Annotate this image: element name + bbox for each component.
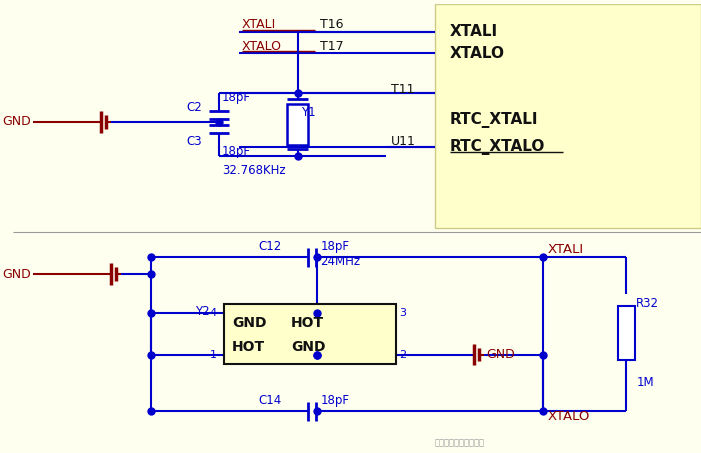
Text: 3: 3 [399, 308, 406, 318]
Text: XTALI: XTALI [450, 24, 498, 39]
Text: C12: C12 [259, 240, 282, 253]
Text: C14: C14 [259, 394, 282, 407]
Text: 1: 1 [210, 350, 217, 360]
Text: 24MHz: 24MHz [320, 255, 360, 268]
Text: GND: GND [486, 348, 515, 361]
Text: T16: T16 [320, 19, 343, 31]
Text: RTC_XTALI: RTC_XTALI [450, 112, 538, 128]
Text: R32: R32 [637, 297, 659, 310]
Text: Y1: Y1 [301, 106, 315, 119]
Bar [287, 104, 308, 145]
Text: 4: 4 [210, 308, 217, 318]
Text: 18pF: 18pF [320, 240, 349, 253]
Bar [435, 4, 701, 228]
Text: C2: C2 [187, 101, 203, 114]
Text: XTALI: XTALI [242, 19, 276, 31]
Text: HOT: HOT [291, 316, 324, 330]
Text: XTALI: XTALI [548, 243, 584, 256]
Text: T11: T11 [391, 83, 414, 96]
Text: T17: T17 [320, 40, 344, 53]
Text: GND: GND [232, 316, 266, 330]
Text: U11: U11 [391, 135, 416, 148]
Text: 来自总线猎头发的阿江: 来自总线猎头发的阿江 [435, 439, 485, 448]
Text: C3: C3 [187, 135, 203, 148]
Text: GND: GND [2, 268, 31, 280]
Text: 18pF: 18pF [222, 145, 251, 158]
Text: Y2: Y2 [195, 305, 210, 318]
Text: 18pF: 18pF [222, 91, 251, 104]
Text: GND: GND [2, 116, 31, 129]
Bar [224, 304, 396, 364]
Bar [618, 306, 635, 360]
Text: 32.768KHz: 32.768KHz [222, 164, 286, 177]
Text: GND: GND [291, 340, 325, 354]
Text: HOT: HOT [232, 340, 265, 354]
Text: XTALO: XTALO [548, 410, 590, 423]
Text: XTALO: XTALO [242, 40, 282, 53]
Text: RTC_XTALO: RTC_XTALO [450, 139, 545, 154]
Text: 18pF: 18pF [320, 394, 349, 407]
Text: 1M: 1M [637, 376, 654, 389]
Text: XTALO: XTALO [450, 46, 505, 61]
Text: 2: 2 [399, 350, 406, 360]
